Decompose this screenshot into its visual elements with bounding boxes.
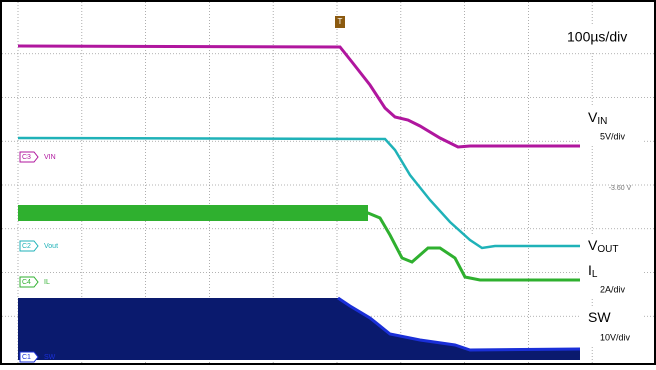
channel-scale: 10V/div (600, 332, 631, 342)
channel-subscript: OUT (597, 244, 618, 255)
channel-name: SW (588, 309, 611, 325)
channel-subscript: L (592, 269, 598, 280)
tag-id: C2 (22, 243, 31, 250)
trigger-marker (335, 16, 345, 28)
tag-id: C4 (22, 279, 31, 286)
label-bg (580, 106, 642, 145)
tag-label: IL (44, 279, 50, 286)
tag-box (19, 351, 39, 363)
channel-symbol: SW (588, 309, 611, 325)
channel-symbol: V (588, 237, 598, 253)
channel-name: VIN (588, 109, 607, 127)
tag-label: Vout (44, 243, 58, 250)
channel-scale: 5V/div (600, 131, 626, 141)
channel-symbol: I (588, 262, 592, 278)
tag-label: VIN (44, 154, 56, 161)
level-label: -3.60 V (609, 185, 632, 192)
tag-id: C1 (22, 354, 31, 361)
tag-box (19, 276, 39, 288)
label-bg (580, 306, 642, 346)
channel-subscript: IN (597, 116, 607, 127)
tag-box (19, 151, 39, 163)
tag-id: C3 (22, 154, 31, 161)
sw-fill (18, 298, 580, 360)
tag-label: SW (44, 354, 56, 361)
sw-trace (337, 296, 581, 352)
vin-trace (17, 44, 580, 149)
timebase: 100µs/div (567, 29, 627, 45)
channel-scale: 2A/div (600, 284, 626, 294)
trigger-label: T (338, 17, 343, 26)
tag-box (19, 240, 39, 252)
channel-name: VOUT (588, 237, 618, 255)
label-bg (580, 259, 642, 298)
vout-trace (17, 136, 580, 250)
channel-name: IL (588, 262, 598, 280)
channel-symbol: V (588, 109, 598, 125)
il-trace (18, 211, 580, 282)
timebase-box (562, 24, 642, 52)
